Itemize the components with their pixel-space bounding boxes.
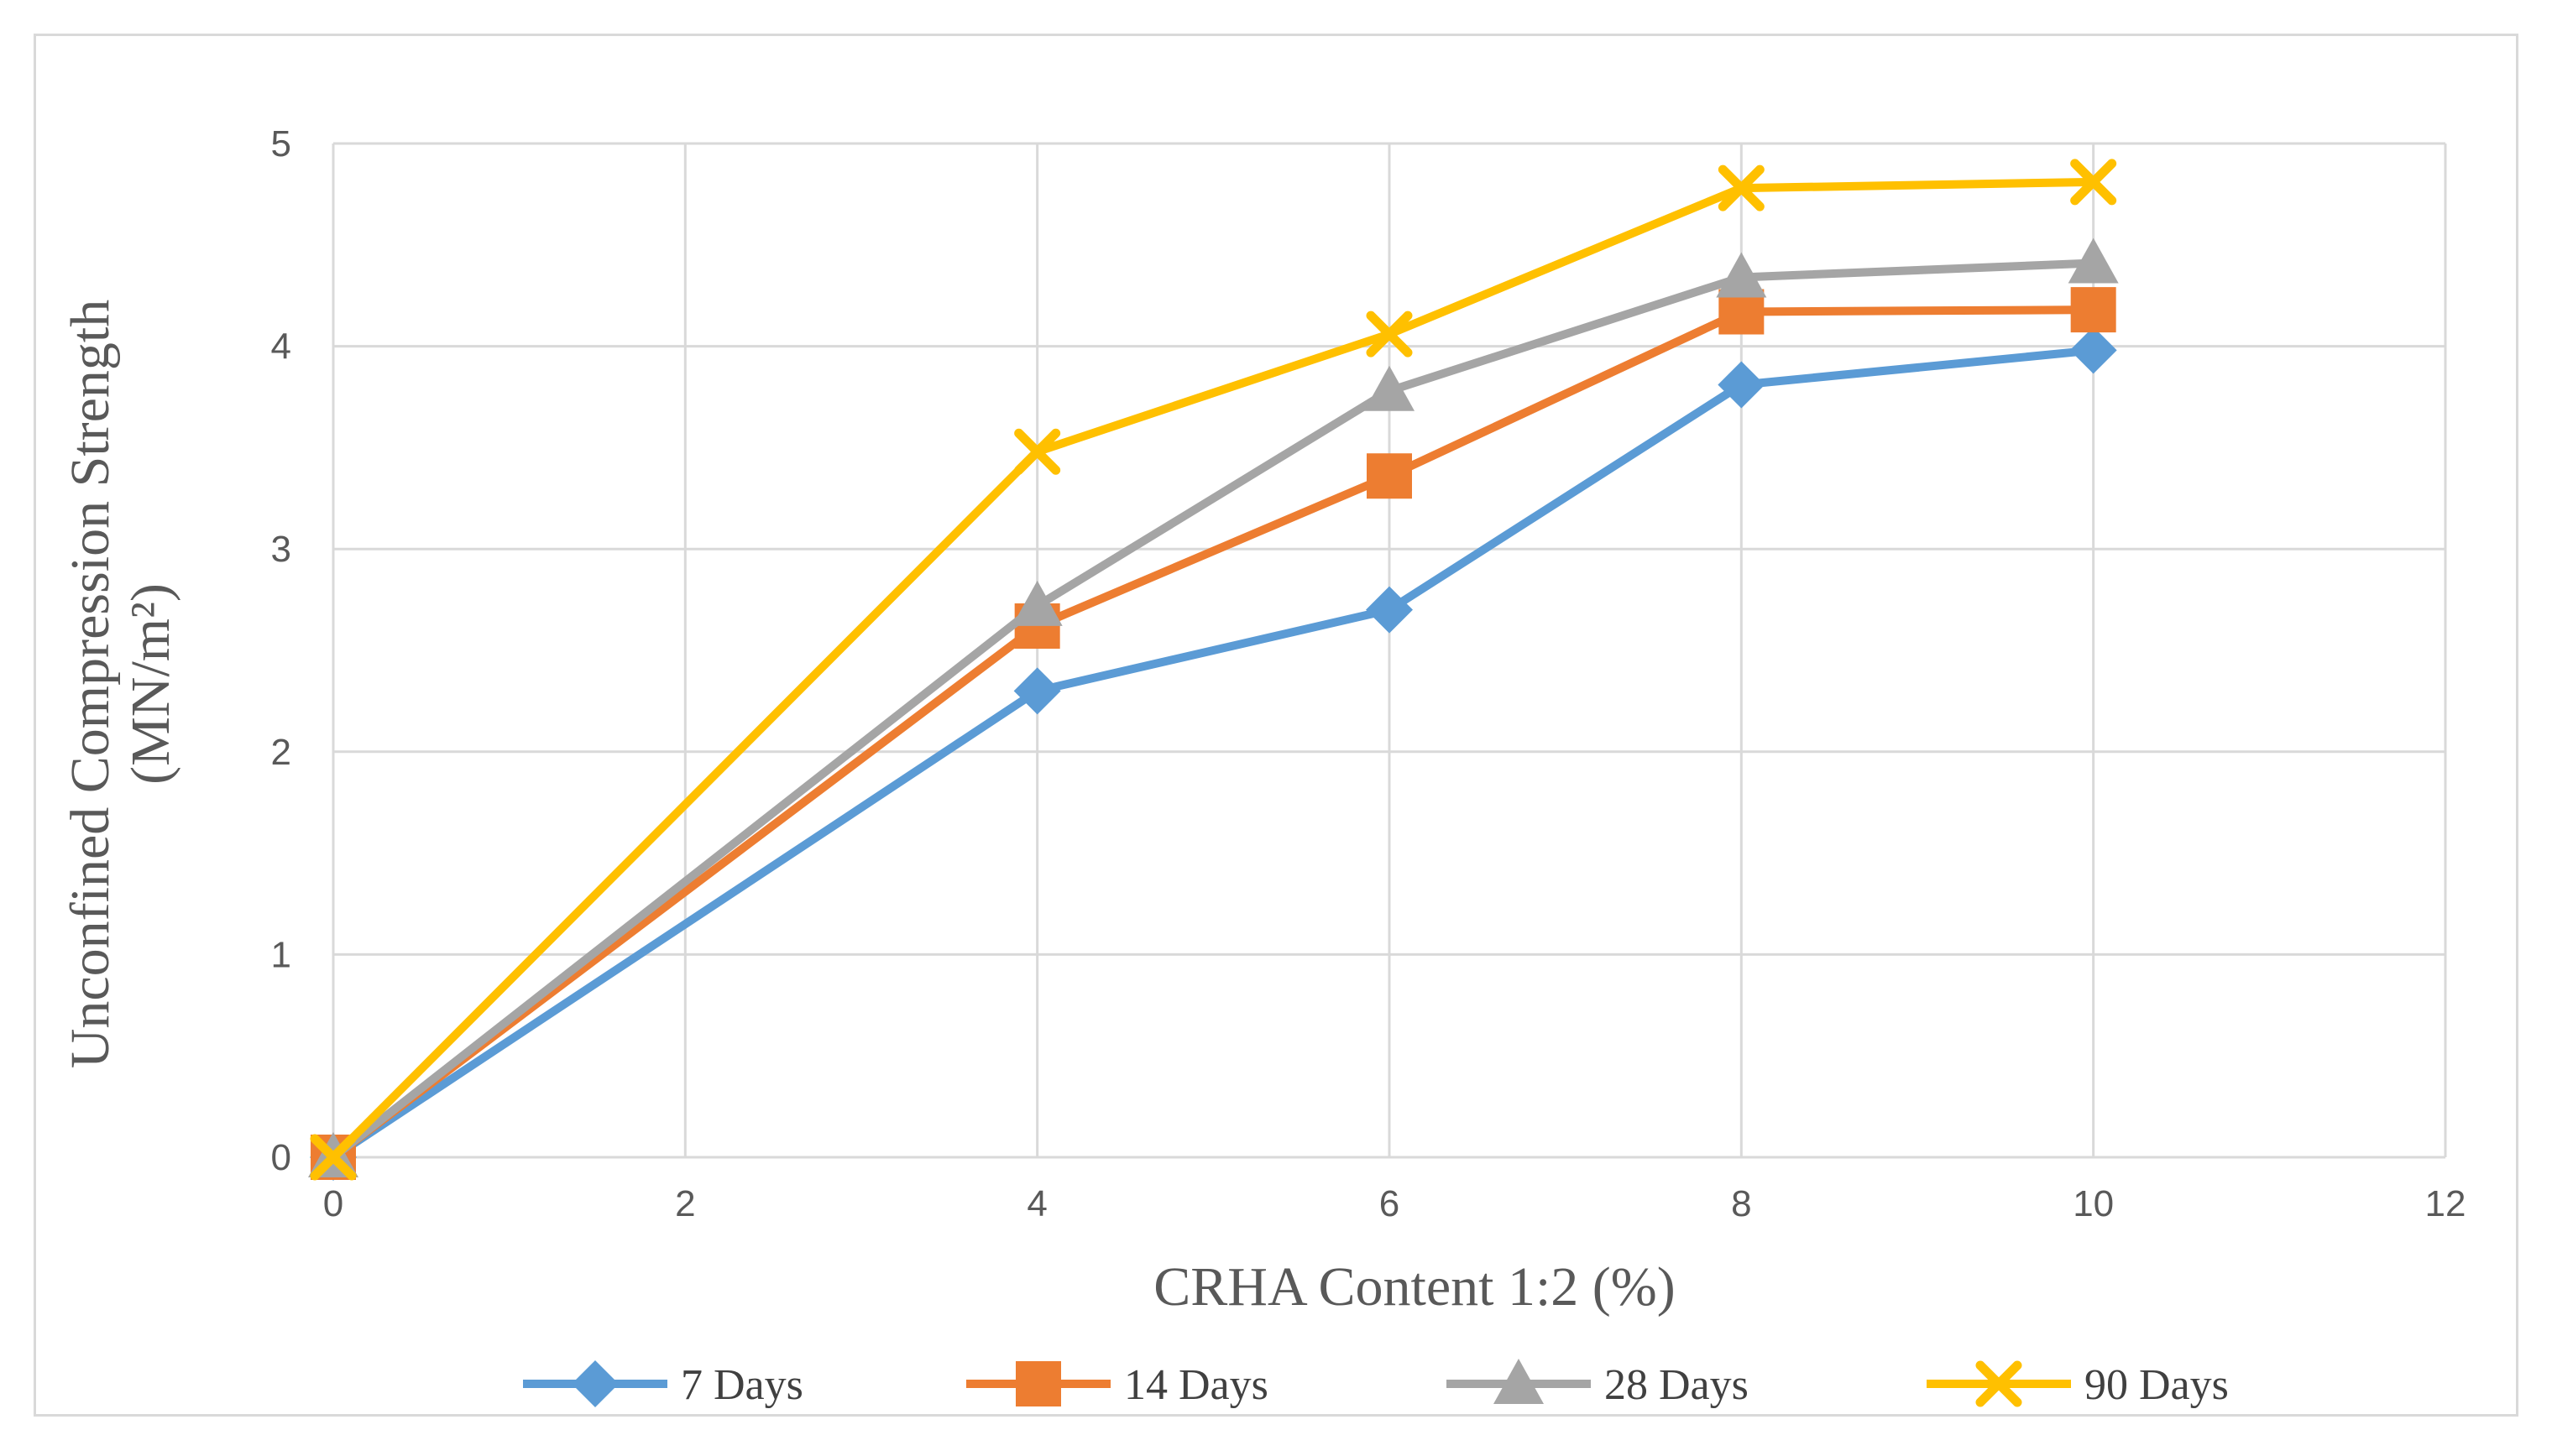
marker-stroke xyxy=(2070,159,2117,206)
x-tick-label: 12 xyxy=(2425,1183,2466,1224)
x-axis-title: CRHA Content 1:2 (%) xyxy=(1153,1256,1676,1318)
legend: 7 Days 14 Days 28 Days 90 Days xyxy=(523,1359,2229,1409)
data-point-28-days xyxy=(1716,252,1767,298)
legend-item-14-days: 14 Days xyxy=(966,1361,1268,1409)
y-axis-title-unit: (MN/m²) xyxy=(120,583,181,785)
series-line-7-days xyxy=(331,346,2094,1161)
legend-label: 90 Days xyxy=(2084,1361,2229,1409)
marker-stroke xyxy=(310,1134,357,1181)
legend-label: 7 Days xyxy=(681,1361,803,1409)
data-point-28-days xyxy=(2068,237,2119,284)
data-point-90-days xyxy=(1718,164,1765,211)
series-14-days xyxy=(311,287,2116,1180)
legend-swatch-marker xyxy=(1493,1359,1544,1404)
data-point-28-days xyxy=(1012,580,1063,626)
data-point-90-days xyxy=(2070,159,2117,206)
y-axis-title: Unconfined Compression Strength xyxy=(60,300,121,1069)
data-point-14-days xyxy=(2070,287,2116,333)
y-tick-label: 5 xyxy=(271,123,291,164)
x-tick-label: 6 xyxy=(1379,1183,1399,1224)
legend-swatch-marker xyxy=(1016,1361,1061,1406)
data-point-7-days xyxy=(2069,326,2117,374)
legend-label: 28 Days xyxy=(1604,1361,1749,1409)
y-tick-label: 3 xyxy=(271,529,291,570)
grid-layer xyxy=(332,142,2447,1159)
marker-stroke xyxy=(1718,164,1765,211)
legend-item-28-days: 28 Days xyxy=(1446,1359,1749,1409)
y-tick-label: 0 xyxy=(271,1137,291,1178)
series-7-days xyxy=(310,326,2117,1181)
marker-stroke xyxy=(1366,311,1413,357)
marker-stroke xyxy=(1014,428,1061,475)
series-line-90-days xyxy=(330,177,2094,1161)
x-tick-label: 4 xyxy=(1027,1183,1047,1224)
legend-swatch-marker xyxy=(572,1360,619,1407)
x-tick-label: 2 xyxy=(675,1183,695,1224)
series-90-days xyxy=(310,159,2117,1181)
x-tick-label: 10 xyxy=(2073,1183,2114,1224)
legend-item-90-days: 90 Days xyxy=(1927,1360,2229,1409)
series-layer xyxy=(308,159,2119,1181)
data-point-90-days xyxy=(1014,428,1061,475)
legend-swatch-marker xyxy=(1975,1360,2022,1407)
x-tick-label: 0 xyxy=(323,1183,343,1224)
data-point-7-days xyxy=(1013,667,1061,715)
legend-label: 14 Days xyxy=(1124,1361,1268,1409)
data-point-90-days xyxy=(1366,311,1413,357)
y-tick-label: 4 xyxy=(271,326,291,368)
data-point-28-days xyxy=(1364,365,1415,411)
data-point-90-days xyxy=(310,1134,357,1181)
marker-stroke xyxy=(1975,1360,2022,1407)
data-point-14-days xyxy=(1367,453,1412,499)
legend-item-7-days: 7 Days xyxy=(523,1360,803,1409)
data-point-7-days xyxy=(1718,361,1765,409)
series-28-days xyxy=(308,237,2119,1177)
series-line-14-days xyxy=(330,305,2094,1161)
data-point-7-days xyxy=(1366,586,1413,634)
y-tick-label: 1 xyxy=(271,934,291,975)
y-tick-label: 2 xyxy=(271,732,291,773)
x-tick-label: 8 xyxy=(1731,1183,1751,1224)
chart-frame: 0 2 4 6 8 10 12 0 1 2 3 4 5 CRHA Content 1:2 (%) Unc… xyxy=(34,34,2518,1417)
